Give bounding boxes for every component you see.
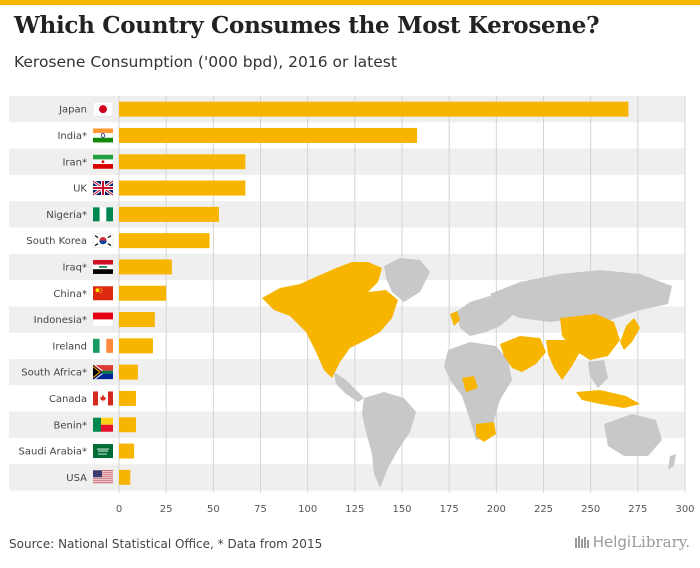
x-tick-label: 75: [254, 504, 267, 515]
x-tick-label: 125: [345, 504, 364, 515]
category-labels: Japan India* Iran* UK Nigeria* South Korea Ira…: [19, 105, 88, 484]
bar: [119, 101, 629, 117]
x-tick-label: 175: [440, 504, 459, 515]
x-tick-label: 275: [628, 504, 647, 515]
map-new-zealand: [668, 454, 676, 470]
category-label: Iran*: [62, 157, 87, 168]
nigeria-flag-icon: [93, 207, 113, 222]
source-note: Source: National Statistical Office, * D…: [9, 537, 323, 551]
map-japan: [620, 318, 640, 350]
bar: [119, 154, 246, 170]
x-tick-label: 250: [581, 504, 600, 515]
chart-title: Which Country Consumes the Most Kerosene…: [14, 12, 600, 39]
x-tick-label: 0: [116, 504, 122, 515]
map-greenland: [384, 258, 430, 302]
south-korea-flag-icon: [92, 233, 114, 248]
category-label: Canada: [49, 394, 87, 405]
bar: [119, 259, 172, 275]
bar: [119, 285, 167, 301]
map-africa: [444, 342, 512, 440]
category-label: Saudi Arabia*: [19, 447, 87, 458]
x-tick-label: 150: [392, 504, 411, 515]
map-india: [546, 340, 580, 380]
category-label: Nigeria*: [46, 210, 87, 221]
south-africa-flag-icon: [92, 364, 113, 380]
x-tick-label: 100: [298, 504, 317, 515]
china-flag-icon: [93, 286, 113, 301]
map-middle-east: [500, 336, 546, 372]
bar: [119, 206, 219, 222]
bar: [119, 127, 418, 143]
category-label: Indonesia*: [34, 315, 87, 326]
bar: [119, 233, 210, 249]
chart-subtitle: Kerosene Consumption ('000 bpd), 2016 or…: [14, 53, 397, 71]
category-label: South Korea: [26, 236, 87, 247]
map-southeast-asia: [588, 360, 608, 388]
x-tick-label: 225: [534, 504, 553, 515]
accent-bar: [0, 0, 700, 5]
brand-logo: HelgiLibrary.: [574, 533, 690, 551]
benin-flag-icon: [93, 417, 113, 432]
map-south-africa: [476, 422, 496, 442]
category-label: South Africa*: [21, 368, 87, 379]
category-label: USA: [66, 473, 87, 484]
category-label: Japan: [58, 105, 87, 116]
canada-flag-icon: [93, 391, 113, 406]
x-tick-label: 300: [675, 504, 694, 515]
saudi-arabia-flag-icon: [93, 444, 113, 459]
map-south-america: [362, 392, 416, 488]
map-indonesia: [576, 390, 640, 408]
x-axis-ticks: 0 25 50 75 100 125 150 175 200 225 250 275 300: [116, 504, 695, 515]
brand-suffix: Library.: [631, 533, 690, 551]
iraq-flag-icon: [93, 259, 113, 274]
map-china: [560, 314, 620, 360]
x-tick-label: 50: [207, 504, 220, 515]
iran-flag-icon: [93, 154, 113, 169]
world-map: [262, 258, 676, 488]
library-icon: [574, 536, 589, 548]
x-tick-label: 200: [487, 504, 506, 515]
category-label: Iraq*: [62, 262, 87, 273]
bars: [119, 101, 629, 485]
ireland-flag-icon: [93, 338, 113, 353]
bar: [119, 312, 155, 328]
category-label: China*: [53, 289, 87, 300]
usa-flag-icon: [93, 470, 113, 485]
uk-flag-icon: [92, 179, 114, 197]
bar: [119, 417, 136, 433]
map-north-america: [262, 262, 398, 378]
india-flag-icon: [93, 128, 113, 143]
map-russia: [490, 270, 672, 322]
map-central-america: [334, 372, 364, 402]
bar: [119, 390, 136, 406]
bar: [119, 443, 135, 459]
bar-chart: Japan India* Iran* UK Nigeria* South Korea Ira…: [9, 96, 695, 515]
flags: [92, 101, 114, 485]
bar: [119, 469, 131, 485]
category-label: Ireland: [52, 341, 87, 352]
brand-name: Helgi: [592, 533, 632, 551]
bar: [119, 180, 246, 196]
category-label: UK: [73, 184, 87, 195]
map-nigeria: [462, 376, 478, 392]
category-label: Benin*: [54, 420, 87, 431]
map-uk: [450, 311, 460, 326]
x-tick-label: 25: [160, 504, 173, 515]
bar: [119, 364, 138, 380]
bar: [119, 338, 153, 354]
japan-flag-icon: [92, 101, 114, 117]
indonesia-flag-icon: [92, 312, 114, 327]
map-australia: [604, 414, 662, 456]
category-label: India*: [57, 131, 87, 142]
